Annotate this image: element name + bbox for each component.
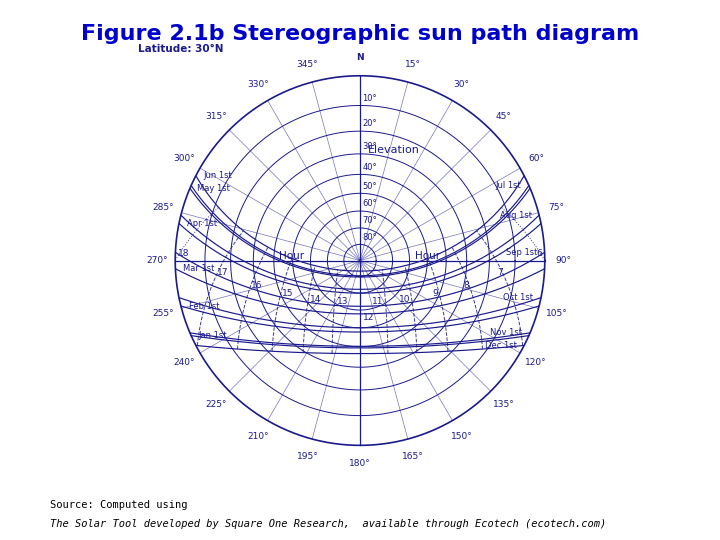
Text: 210°: 210° [248,432,269,441]
Text: 285°: 285° [153,204,174,212]
Text: 9: 9 [433,289,438,298]
Text: Dec 1st: Dec 1st [485,341,516,350]
Text: 15°: 15° [405,60,420,69]
Text: 240°: 240° [174,357,194,367]
Text: 20°: 20° [362,119,377,129]
Text: 7: 7 [498,268,503,278]
Text: 16: 16 [251,281,263,290]
Text: 165°: 165° [402,453,423,461]
Text: Jan 1st: Jan 1st [199,331,227,340]
Text: Feb 1st: Feb 1st [189,301,219,310]
Text: 10: 10 [399,294,410,303]
Text: Apr 1st: Apr 1st [186,219,217,228]
Text: 6: 6 [536,249,542,258]
Text: N: N [356,53,364,62]
Text: 180°: 180° [349,460,371,468]
Text: 105°: 105° [546,309,567,318]
Text: Hour: Hour [415,251,441,261]
Text: The Solar Tool developed by Square One Research,  available through Ecotech (eco: The Solar Tool developed by Square One R… [50,519,607,529]
Text: 30°: 30° [362,142,377,151]
Text: 120°: 120° [525,357,547,367]
Text: 30°: 30° [454,80,469,89]
Text: Sep 1st: Sep 1st [505,248,537,257]
Text: 135°: 135° [493,400,515,409]
Text: 195°: 195° [297,453,318,461]
Text: 45°: 45° [496,112,512,122]
Text: 345°: 345° [297,60,318,69]
Text: 50°: 50° [362,181,377,191]
Text: 70°: 70° [362,216,377,225]
Text: 330°: 330° [248,80,269,89]
Text: Nov 1st: Nov 1st [490,328,523,338]
Text: 14: 14 [310,294,321,303]
Text: Elevation: Elevation [367,145,419,155]
Text: 60°: 60° [528,154,544,164]
Text: 11: 11 [372,298,383,306]
Text: Latitude: 30°N: Latitude: 30°N [138,44,224,55]
Text: Oct 1st: Oct 1st [503,293,533,302]
Text: Jun 1st: Jun 1st [203,171,232,180]
Text: 17: 17 [217,268,228,278]
Text: 80°: 80° [362,233,377,241]
Text: Figure 2.1b Stereographic sun path diagram: Figure 2.1b Stereographic sun path diagr… [81,24,639,44]
Text: 10°: 10° [362,94,377,103]
Text: Hour: Hour [279,251,305,261]
Text: 255°: 255° [153,309,174,318]
Text: 8: 8 [463,281,469,290]
Text: 300°: 300° [173,154,195,164]
Text: 150°: 150° [451,432,472,441]
Text: 60°: 60° [362,199,377,208]
Text: 40°: 40° [362,163,377,172]
Text: 315°: 315° [205,112,227,122]
Text: 270°: 270° [146,256,168,265]
Text: 12: 12 [363,313,374,322]
Text: Aug 1st: Aug 1st [500,211,531,220]
Text: 75°: 75° [549,204,564,212]
Text: Mar 1st: Mar 1st [183,264,215,273]
Text: 13: 13 [337,298,348,306]
Text: May 1st: May 1st [197,184,230,193]
Text: Source: Computed using: Source: Computed using [50,500,188,510]
Text: 225°: 225° [205,400,227,409]
Text: 15: 15 [282,289,293,298]
Text: 18: 18 [178,249,189,258]
Text: 90°: 90° [555,256,571,265]
Text: Jul 1st: Jul 1st [495,181,521,190]
